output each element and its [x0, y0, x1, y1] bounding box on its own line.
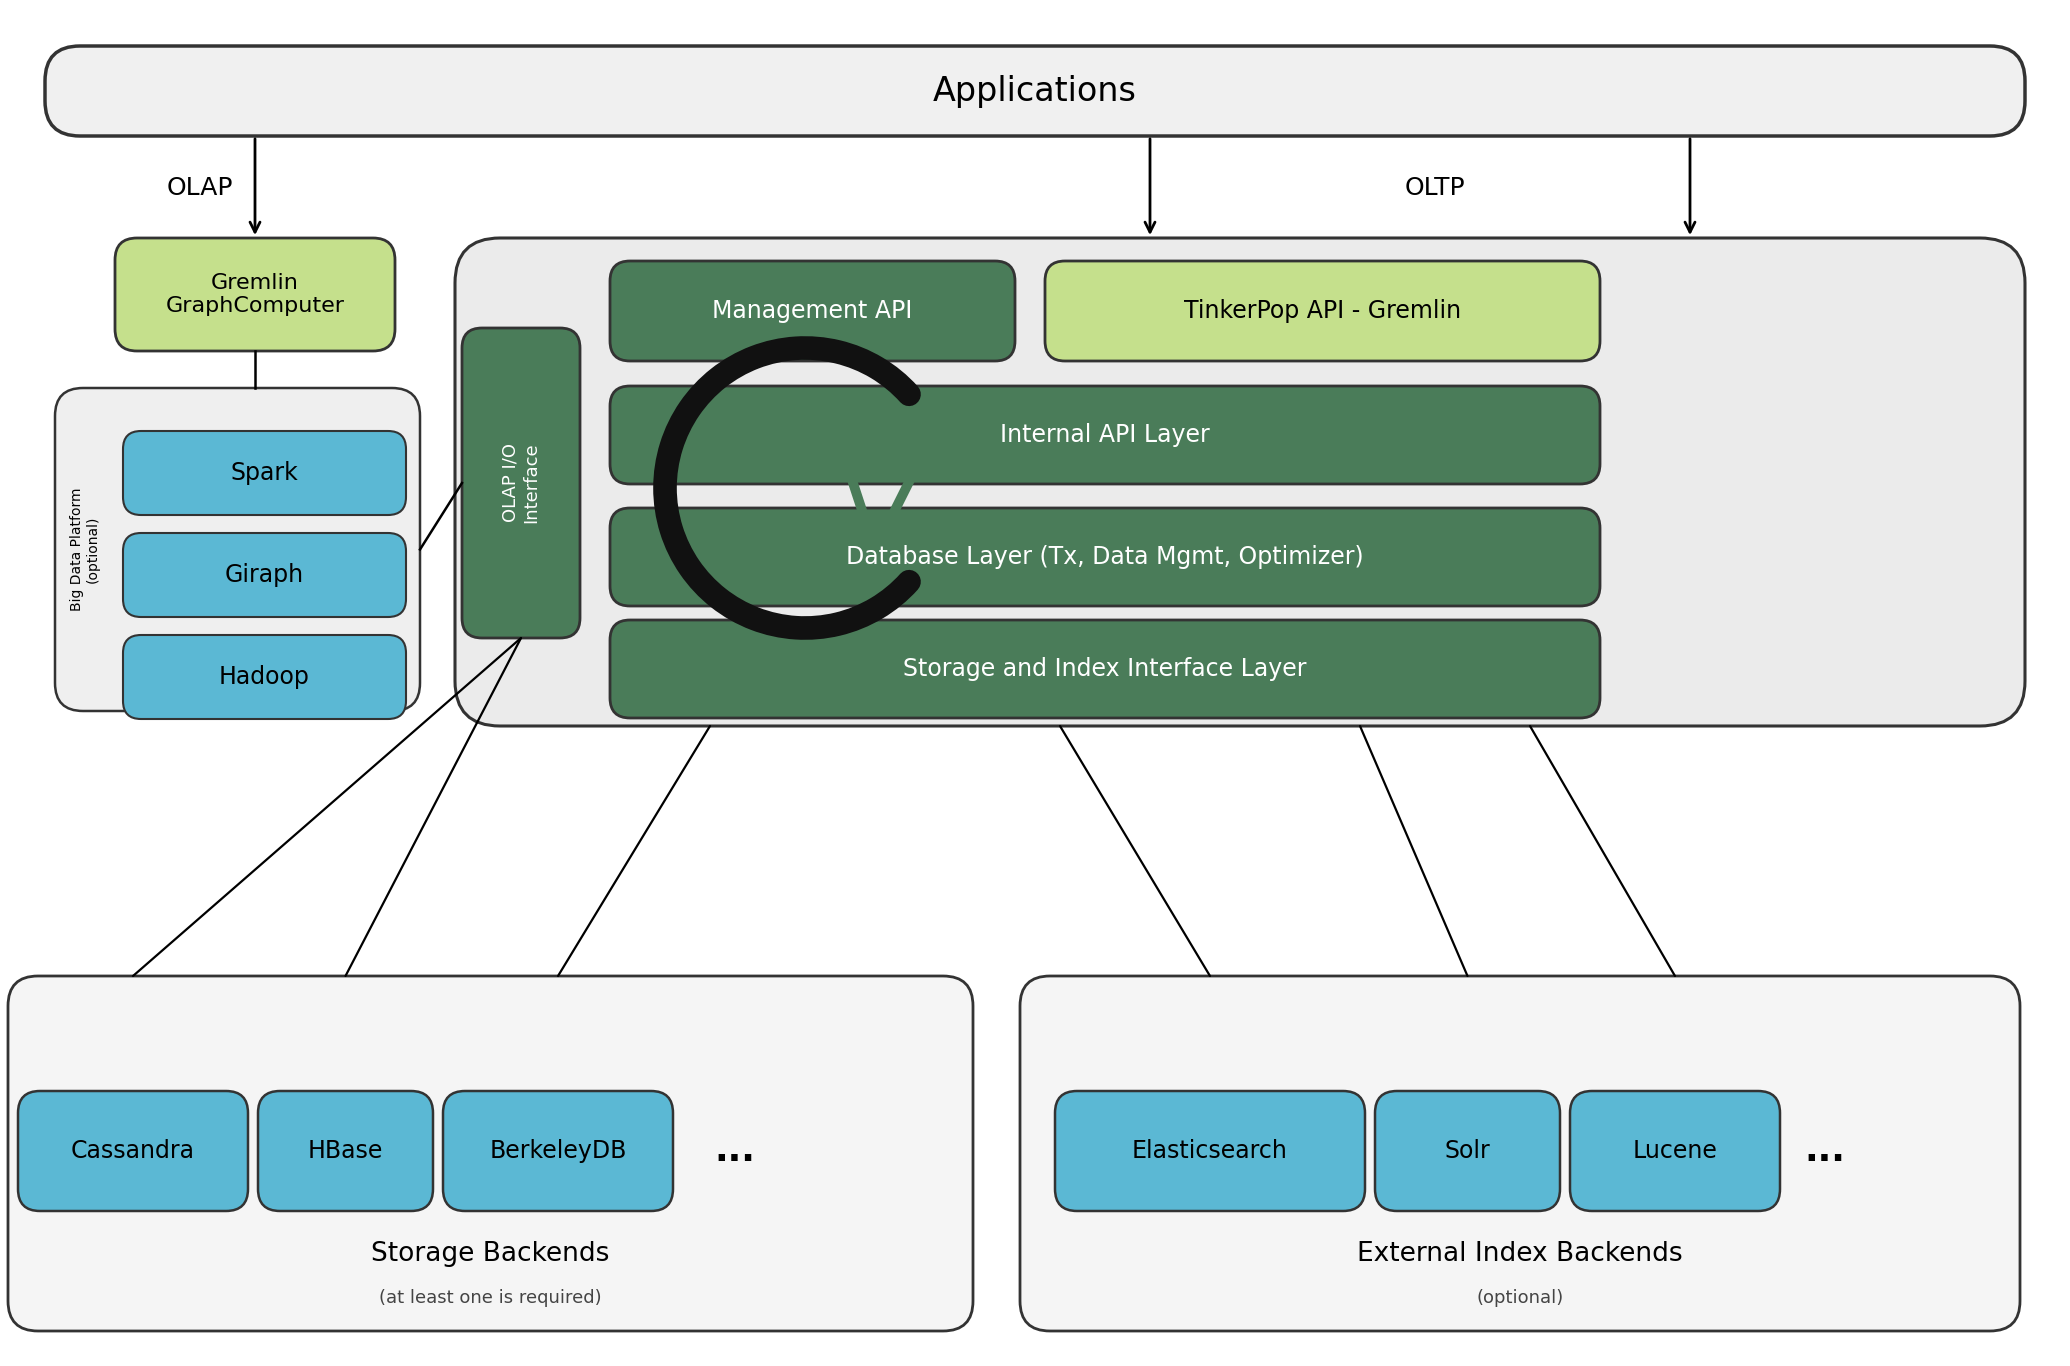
FancyBboxPatch shape: [611, 261, 1014, 361]
Text: OLAP: OLAP: [168, 176, 234, 199]
Text: BerkeleyDB: BerkeleyDB: [489, 1139, 627, 1162]
FancyBboxPatch shape: [1374, 1091, 1561, 1212]
Text: OLAP I/O
Interface: OLAP I/O Interface: [501, 443, 540, 523]
FancyBboxPatch shape: [122, 635, 406, 719]
FancyBboxPatch shape: [122, 533, 406, 617]
Text: Internal API Layer: Internal API Layer: [1000, 423, 1209, 447]
Text: OLTP: OLTP: [1406, 176, 1466, 199]
FancyBboxPatch shape: [19, 1091, 248, 1212]
Text: ...: ...: [714, 1134, 756, 1168]
FancyBboxPatch shape: [116, 238, 395, 351]
Text: Applications: Applications: [934, 75, 1136, 108]
Text: HBase: HBase: [308, 1139, 383, 1162]
FancyBboxPatch shape: [443, 1091, 673, 1212]
Text: TinkerPop API - Gremlin: TinkerPop API - Gremlin: [1184, 299, 1461, 322]
FancyBboxPatch shape: [259, 1091, 433, 1212]
Text: Solr: Solr: [1445, 1139, 1490, 1162]
FancyBboxPatch shape: [462, 328, 580, 638]
FancyBboxPatch shape: [1045, 261, 1600, 361]
FancyBboxPatch shape: [1021, 975, 2020, 1330]
Circle shape: [911, 413, 954, 456]
FancyBboxPatch shape: [611, 620, 1600, 719]
FancyBboxPatch shape: [611, 508, 1600, 607]
FancyBboxPatch shape: [1569, 1091, 1780, 1212]
Text: Storage Backends: Storage Backends: [371, 1240, 611, 1268]
Circle shape: [816, 413, 859, 456]
Text: Lucene: Lucene: [1633, 1139, 1718, 1162]
Text: Database Layer (Tx, Data Mgmt, Optimizer): Database Layer (Tx, Data Mgmt, Optimizer…: [847, 545, 1364, 570]
FancyBboxPatch shape: [455, 238, 2024, 725]
Circle shape: [853, 529, 896, 572]
Text: Giraph: Giraph: [226, 563, 304, 587]
FancyBboxPatch shape: [56, 388, 420, 710]
Text: Cassandra: Cassandra: [70, 1139, 195, 1162]
FancyBboxPatch shape: [1056, 1091, 1364, 1212]
FancyBboxPatch shape: [46, 46, 2024, 137]
FancyBboxPatch shape: [611, 387, 1600, 484]
Text: Big Data Platform
(optional): Big Data Platform (optional): [70, 488, 99, 611]
FancyBboxPatch shape: [122, 432, 406, 515]
Text: (at least one is required): (at least one is required): [379, 1290, 602, 1307]
Text: Hadoop: Hadoop: [219, 665, 310, 688]
Text: ...: ...: [1805, 1134, 1846, 1168]
Text: (optional): (optional): [1476, 1290, 1563, 1307]
Text: Storage and Index Interface Layer: Storage and Index Interface Layer: [903, 657, 1306, 682]
Text: Elasticsearch: Elasticsearch: [1132, 1139, 1288, 1162]
Text: External Index Backends: External Index Backends: [1358, 1240, 1683, 1268]
Text: Spark: Spark: [230, 460, 298, 485]
Text: Management API: Management API: [712, 299, 913, 322]
FancyBboxPatch shape: [8, 975, 973, 1330]
Text: Gremlin
GraphComputer: Gremlin GraphComputer: [166, 273, 344, 316]
